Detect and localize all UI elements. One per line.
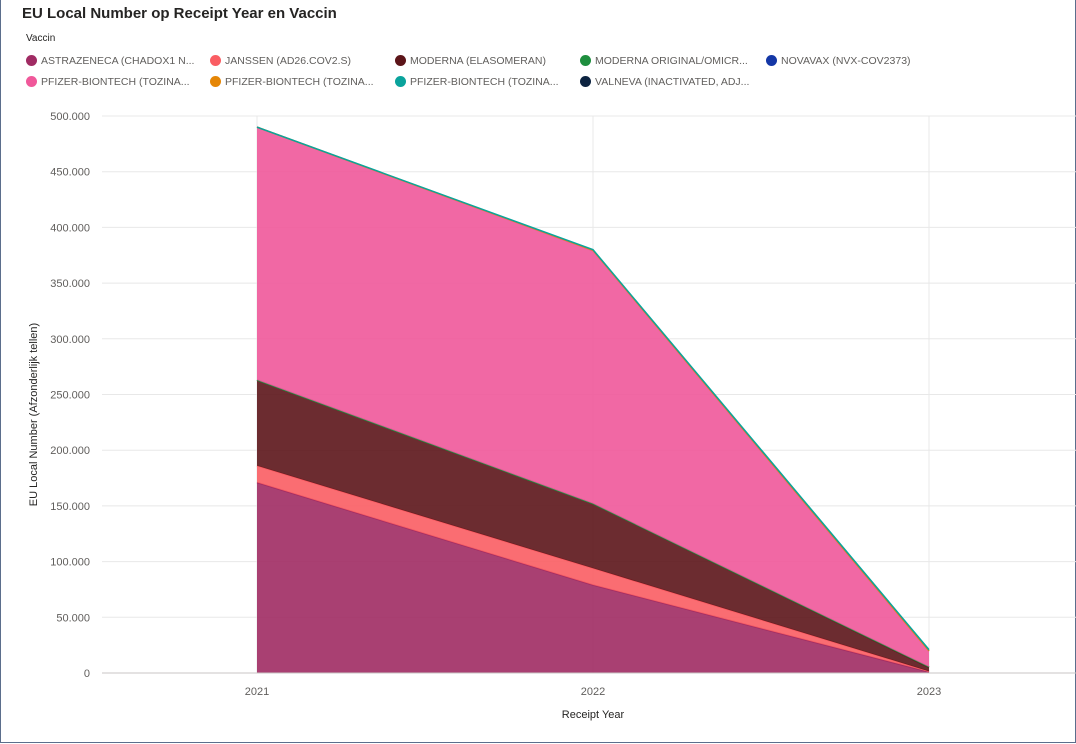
y-tick-label: 300.000 (50, 334, 90, 346)
legend-marker (26, 76, 37, 87)
legend-item-pfizer-1[interactable]: PFIZER-BIONTECH (TOZINA... (26, 76, 200, 88)
y-tick-label: 0 (84, 668, 90, 680)
legend-title: Vaccin (26, 33, 56, 44)
y-tick-label: 400.000 (50, 222, 90, 234)
x-axis-title: Receipt Year (562, 709, 625, 721)
legend-label: MODERNA (ELASOMERAN) (410, 54, 546, 67)
legend-marker (26, 55, 37, 66)
legend-item-janssen[interactable]: JANSSEN (AD26.COV2.S) (210, 55, 385, 67)
legend-item-moderna-original[interactable]: MODERNA ORIGINAL/OMICR... (580, 55, 756, 67)
legend-label: JANSSEN (AD26.COV2.S) (225, 54, 352, 67)
legend-item-valneva[interactable]: VALNEVA (INACTIVATED, ADJ... (580, 76, 756, 88)
legend-marker (580, 76, 591, 87)
legend-marker (395, 76, 406, 87)
legend-item-astrazeneca[interactable]: ASTRAZENECA (CHADOX1 N... (26, 55, 200, 67)
legend-label: PFIZER-BIONTECH (TOZINA... (410, 75, 559, 88)
legend-item-pfizer-3[interactable]: PFIZER-BIONTECH (TOZINA... (395, 76, 570, 88)
chart-title: EU Local Number op Receipt Year en Vacci… (22, 5, 337, 22)
y-tick-label: 150.000 (50, 501, 90, 513)
legend-item-moderna[interactable]: MODERNA (ELASOMERAN) (395, 55, 570, 67)
x-tick-label: 2023 (917, 686, 941, 698)
legend-row-1: ASTRAZENECA (CHADOX1 N... JANSSEN (AD26.… (26, 50, 1026, 71)
legend-row-2: PFIZER-BIONTECH (TOZINA... PFIZER-BIONTE… (26, 71, 1026, 92)
legend-label: PFIZER-BIONTECH (TOZINA... (41, 75, 190, 88)
area-series (257, 380, 929, 672)
legend-label: PFIZER-BIONTECH (TOZINA... (225, 75, 374, 88)
legend: ASTRAZENECA (CHADOX1 N... JANSSEN (AD26.… (26, 50, 1026, 92)
x-tick-label: 2022 (581, 686, 605, 698)
legend-label: MODERNA ORIGINAL/OMICR... (595, 54, 748, 67)
x-tick-label: 2021 (245, 686, 269, 698)
area-series (257, 127, 929, 667)
y-tick-label: 100.000 (50, 557, 90, 569)
area-series (257, 482, 929, 673)
legend-marker (766, 55, 777, 66)
legend-label: ASTRAZENECA (CHADOX1 N... (41, 54, 195, 67)
legend-marker (210, 76, 221, 87)
legend-marker (210, 55, 221, 66)
y-axis-title: EU Local Number (Afzonderlijk tellen) (28, 323, 40, 506)
y-tick-label: 200.000 (50, 445, 90, 457)
y-tick-label: 500.000 (50, 111, 90, 123)
y-tick-label: 450.000 (50, 167, 90, 179)
y-tick-label: 350.000 (50, 278, 90, 290)
legend-label: VALNEVA (INACTIVATED, ADJ... (595, 75, 750, 88)
legend-marker (580, 55, 591, 66)
y-tick-label: 50.000 (56, 612, 90, 624)
legend-item-novavax[interactable]: NOVAVAX (NVX-COV2373) (766, 55, 926, 67)
legend-marker (395, 55, 406, 66)
legend-label: NOVAVAX (NVX-COV2373) (781, 54, 911, 67)
legend-item-pfizer-2[interactable]: PFIZER-BIONTECH (TOZINA... (210, 76, 385, 88)
y-tick-label: 250.000 (50, 390, 90, 402)
